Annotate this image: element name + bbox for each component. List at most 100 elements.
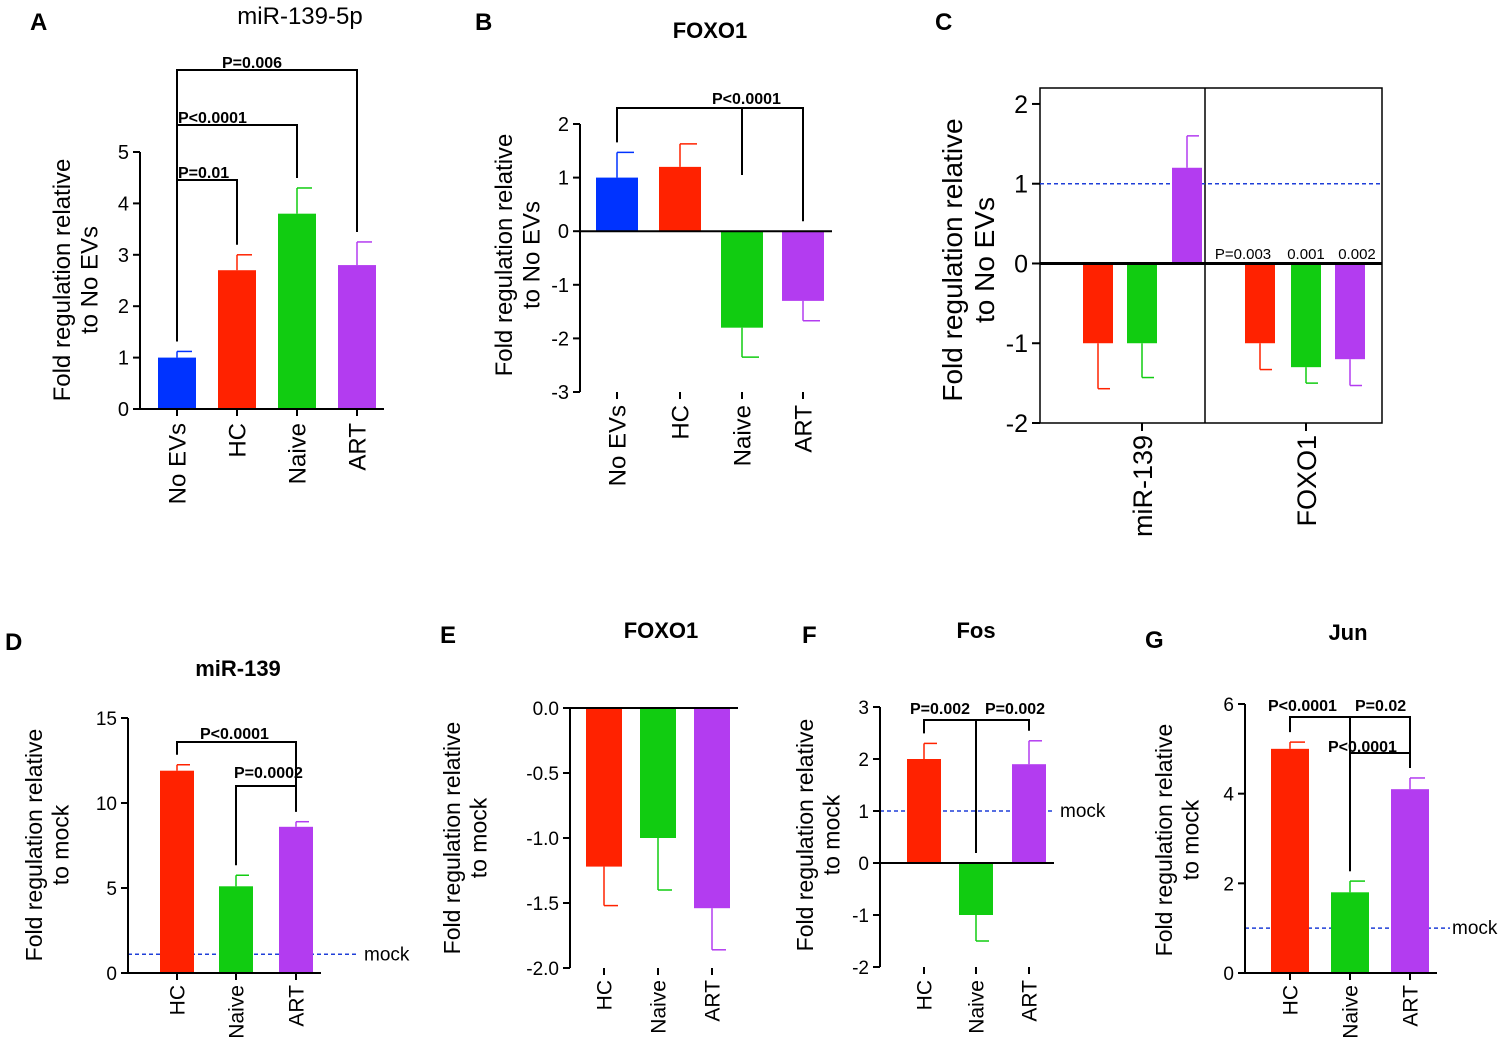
p-value-label: P<0.0001 (1268, 698, 1337, 715)
x-tick-label: miR-139 (1128, 435, 1158, 537)
y-axis-label-line: Fold regulation relative (49, 159, 76, 402)
x-tick-label: HC (913, 980, 936, 1010)
chart-title: miR-139 (195, 656, 281, 681)
bar-naive (721, 231, 763, 328)
y-tick-label: -1.5 (526, 894, 559, 915)
mock-label: mock (1452, 918, 1498, 939)
panel-letter: A (30, 9, 47, 36)
y-axis-label-line: Fold regulation relative (439, 722, 465, 955)
p-value-label: P=0.003 (1215, 246, 1271, 263)
bar-art (1012, 764, 1046, 863)
x-tick-label: No EVs (604, 405, 631, 486)
x-tick-label: HC (224, 423, 251, 458)
y-axis-label: Fold regulation relativeto mock (21, 729, 73, 962)
bar-art (1335, 263, 1365, 360)
y-tick-label: 2 (858, 750, 869, 771)
x-tick-label: Naive (1339, 985, 1362, 1039)
x-tick-label: Naive (965, 980, 988, 1034)
p-value-label: P=0.006 (222, 55, 282, 72)
y-tick-label: 0 (558, 221, 569, 243)
bar-naive (959, 863, 993, 915)
y-tick-label: 1 (558, 168, 569, 190)
bar-hc (218, 270, 256, 409)
bar-art (1172, 167, 1202, 264)
y-tick-label: 6 (1223, 695, 1234, 716)
bar-hc (160, 770, 194, 973)
y-tick-label: 4 (1223, 785, 1234, 806)
x-tick-label: Naive (284, 423, 311, 484)
p-value-label: P=0.002 (910, 701, 970, 718)
y-tick-label: 2 (1223, 874, 1234, 895)
panel-letter: G (1145, 627, 1164, 654)
x-tick-label: Naive (647, 980, 670, 1034)
chart-title: FOXO1 (673, 18, 748, 43)
panel-f: F Fos Fold regulation relativeto mock mock -… (792, 618, 1106, 1034)
y-tick-label: 0 (858, 854, 869, 875)
significance-bracket (975, 719, 1030, 853)
p-value-label: 0.001 (1287, 246, 1325, 263)
bar-hc (1271, 748, 1309, 973)
y-axis-label-line: to mock (465, 797, 491, 878)
y-axis-label-line: Fold regulation relative (1151, 724, 1177, 957)
bar-hc (659, 166, 701, 232)
y-tick-label: 1 (1014, 171, 1028, 199)
significance-bracket (176, 69, 358, 342)
bar-art (338, 265, 376, 409)
bar-hc (907, 759, 941, 863)
y-tick-label: -1 (551, 275, 569, 297)
bar-naive (219, 886, 253, 973)
p-value-label: P<0.0001 (178, 110, 247, 127)
panel-g: G Jun Fold regulation relativeto mock mock 0… (1145, 620, 1498, 1039)
bar-art (694, 708, 730, 909)
panel-letter: E (440, 622, 456, 649)
panel-e: E FOXO1 Fold regulation relativeto mock -2.… (439, 618, 738, 1034)
y-tick-label: -1 (1006, 330, 1028, 358)
bar-art (279, 826, 313, 973)
y-axis-label-line: Fold regulation relative (792, 719, 818, 952)
y-tick-label: -2 (551, 328, 569, 350)
x-tick-label: Naive (729, 405, 756, 466)
panel-letter: D (5, 629, 22, 656)
y-tick-label: 2 (1014, 91, 1028, 119)
bar-hc (1083, 263, 1113, 344)
y-axis-label: Fold regulation relativeto No EVs (49, 159, 104, 402)
chart-title: Jun (1328, 620, 1367, 645)
p-value-label: P=0.02 (1355, 698, 1406, 715)
y-tick-label: 0 (106, 964, 117, 985)
y-tick-label: 3 (118, 245, 129, 267)
y-axis-label-line: Fold regulation relative (937, 118, 968, 401)
y-axis-label-line: to No EVs (519, 201, 546, 309)
y-tick-label: -1 (852, 906, 869, 927)
y-axis-label: Fold regulation relativeto mock (792, 719, 844, 952)
bar-no-evs (596, 177, 638, 232)
y-tick-label: 1 (118, 348, 129, 370)
bar-naive (1331, 892, 1369, 973)
y-tick-label: -2 (852, 958, 869, 979)
panel-letter: C (935, 9, 952, 36)
y-tick-label: 1 (858, 802, 869, 823)
plot-frame (1039, 87, 1383, 424)
x-tick-label: HC (667, 405, 694, 440)
bar-naive (640, 708, 676, 838)
y-tick-label: 3 (858, 698, 869, 719)
y-tick-label: 2 (118, 296, 129, 318)
bar-naive (1127, 263, 1157, 344)
y-tick-label: 0 (1014, 250, 1028, 278)
y-tick-label: 4 (118, 193, 129, 215)
y-axis-label-line: to mock (818, 794, 844, 875)
p-value-label: P=0.01 (178, 165, 229, 182)
x-tick-label: ART (1399, 985, 1422, 1027)
x-tick-label: HC (166, 985, 189, 1015)
panel-letter: F (802, 622, 817, 649)
bar-hc (1245, 263, 1275, 344)
significance-bracket (616, 107, 804, 222)
y-axis-label: Fold regulation relativeto No EVs (491, 134, 546, 377)
x-tick-label: Naive (225, 985, 248, 1039)
y-axis-label-line: to mock (1177, 799, 1203, 880)
y-axis-label: Fold regulation relativeto No EVs (937, 118, 1000, 401)
